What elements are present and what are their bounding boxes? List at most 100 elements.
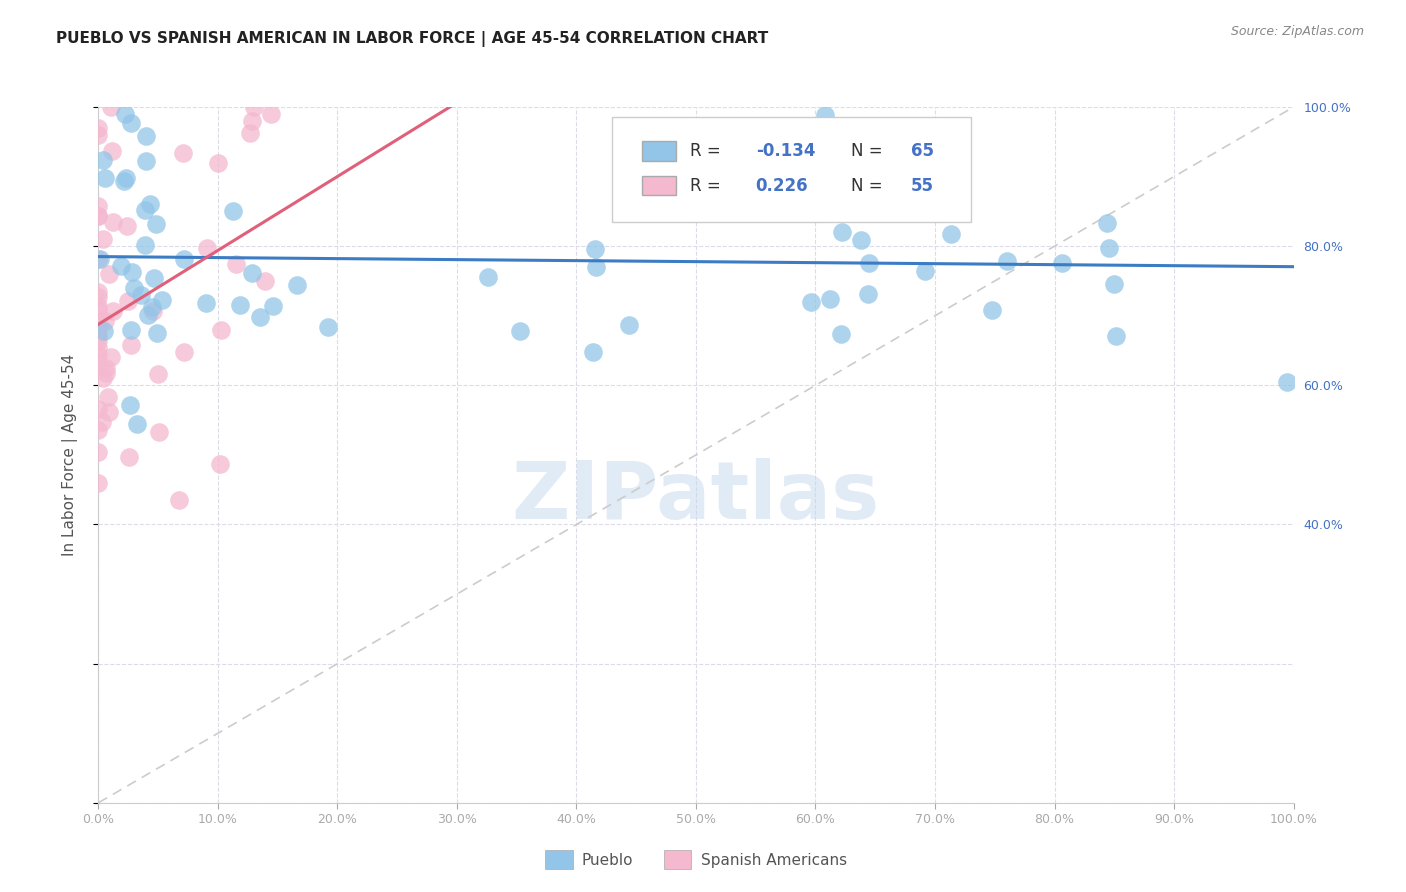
Point bbox=[93, 324, 115, 338]
Point bbox=[585, 242, 607, 256]
Point bbox=[209, 323, 232, 337]
Text: R =: R = bbox=[690, 142, 725, 160]
Point bbox=[1095, 216, 1118, 230]
Point bbox=[141, 300, 163, 314]
Legend: Pueblo, Spanish Americans: Pueblo, Spanish Americans bbox=[538, 845, 853, 875]
Point bbox=[134, 202, 156, 217]
Y-axis label: In Labor Force | Age 45-54: In Labor Force | Age 45-54 bbox=[62, 354, 77, 556]
Point bbox=[135, 153, 157, 168]
Point bbox=[851, 233, 873, 247]
Point bbox=[91, 232, 114, 246]
Point bbox=[858, 256, 880, 270]
Point bbox=[150, 293, 173, 307]
Point bbox=[87, 329, 110, 343]
Point bbox=[146, 326, 169, 340]
Point bbox=[90, 415, 112, 429]
Point bbox=[254, 275, 277, 289]
Point bbox=[249, 310, 271, 325]
Point bbox=[195, 242, 218, 256]
Point bbox=[103, 215, 125, 229]
Point bbox=[582, 344, 605, 359]
Point bbox=[800, 295, 823, 310]
Point bbox=[87, 322, 110, 336]
Point bbox=[97, 390, 120, 404]
Point bbox=[173, 252, 195, 266]
Point bbox=[120, 323, 142, 337]
Point bbox=[134, 238, 156, 252]
Point bbox=[120, 116, 142, 130]
Point bbox=[209, 457, 232, 471]
Point bbox=[139, 196, 162, 211]
Point bbox=[87, 348, 110, 362]
Point bbox=[804, 172, 827, 186]
Point bbox=[118, 450, 141, 465]
Point bbox=[1105, 329, 1128, 343]
Point bbox=[856, 286, 879, 301]
Point bbox=[148, 425, 170, 439]
Text: N =: N = bbox=[852, 177, 889, 194]
Text: 65: 65 bbox=[911, 142, 934, 160]
Point bbox=[121, 265, 143, 279]
Point bbox=[87, 299, 110, 313]
Point bbox=[225, 257, 247, 271]
Point bbox=[262, 299, 284, 313]
Point bbox=[259, 107, 281, 121]
Point bbox=[145, 217, 167, 231]
Point bbox=[316, 320, 339, 334]
Point bbox=[87, 252, 110, 267]
Point bbox=[87, 342, 110, 356]
Point bbox=[135, 129, 157, 144]
Point bbox=[207, 156, 229, 170]
Point bbox=[87, 423, 110, 437]
Text: N =: N = bbox=[852, 142, 889, 160]
Point bbox=[87, 209, 110, 223]
Text: ZIPatlas: ZIPatlas bbox=[512, 458, 880, 536]
Point bbox=[87, 209, 110, 223]
Point bbox=[221, 204, 243, 219]
Point bbox=[876, 203, 898, 218]
Point bbox=[173, 345, 195, 359]
Point bbox=[120, 337, 142, 351]
Point bbox=[240, 266, 263, 280]
Point bbox=[172, 145, 194, 160]
Text: PUEBLO VS SPANISH AMERICAN IN LABOR FORCE | AGE 45-54 CORRELATION CHART: PUEBLO VS SPANISH AMERICAN IN LABOR FORC… bbox=[56, 31, 769, 47]
Point bbox=[194, 296, 217, 310]
Point bbox=[94, 367, 117, 381]
Point bbox=[124, 281, 146, 295]
Text: Source: ZipAtlas.com: Source: ZipAtlas.com bbox=[1230, 25, 1364, 38]
Point bbox=[87, 402, 110, 417]
Point bbox=[243, 100, 266, 114]
Point bbox=[96, 360, 118, 375]
Point bbox=[87, 302, 110, 317]
Point bbox=[112, 174, 135, 188]
Text: -0.134: -0.134 bbox=[756, 142, 815, 160]
Point bbox=[97, 405, 120, 419]
FancyBboxPatch shape bbox=[643, 141, 676, 161]
FancyBboxPatch shape bbox=[643, 176, 676, 195]
Point bbox=[87, 290, 110, 304]
Point bbox=[87, 315, 110, 329]
Point bbox=[146, 367, 169, 381]
Point bbox=[87, 285, 110, 300]
Point bbox=[612, 203, 634, 218]
Point bbox=[619, 318, 641, 332]
Point bbox=[91, 371, 114, 385]
Point bbox=[87, 334, 110, 349]
Point bbox=[114, 106, 136, 120]
Point bbox=[115, 219, 138, 233]
Point bbox=[914, 263, 936, 277]
Point bbox=[91, 153, 114, 167]
Point bbox=[87, 445, 110, 459]
Point bbox=[87, 476, 110, 491]
Point bbox=[240, 114, 263, 128]
Point bbox=[117, 293, 139, 308]
Point bbox=[94, 314, 117, 328]
Point bbox=[103, 303, 125, 318]
Point bbox=[167, 493, 190, 508]
Point bbox=[87, 356, 110, 370]
Point bbox=[229, 297, 252, 311]
Point bbox=[89, 252, 111, 267]
Point bbox=[142, 270, 165, 285]
Point bbox=[87, 128, 110, 143]
Point bbox=[477, 269, 499, 284]
